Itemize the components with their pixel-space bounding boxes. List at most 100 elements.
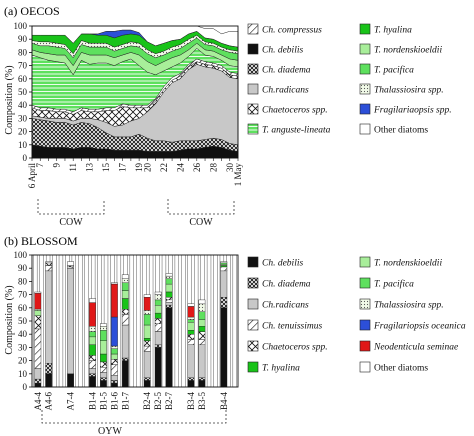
bar-b3-4-thalassiosira-spp (187, 316, 195, 320)
bar-b2-4-ch-diadema (143, 377, 151, 381)
panel-a-ytick: 100 (14, 21, 28, 31)
bar-a4-4-neodenticula-seminae (34, 293, 42, 310)
bar-b2-7-ch-diadema (165, 305, 173, 309)
legend-label-ch-tenuissimus: Ch. tenuissimus (262, 322, 322, 332)
legend-swatch-ch-debilis (247, 43, 259, 55)
bar-b1-4-t-nordenskioeldii (89, 336, 96, 345)
empty-slot (129, 254, 134, 388)
panel-a-xtick: 6 April (27, 163, 37, 189)
bar-b1-7-t-nordenskioeldii (121, 290, 129, 299)
bar-b3-4-ch-diadema (187, 377, 195, 381)
legend-swatch-ch-radicans (247, 298, 259, 310)
bar-a4-4-ch-tenuissimus (34, 328, 42, 369)
panel-b-xtick: B2-7 (164, 392, 174, 411)
bar-b3-5-chaetoceros-spp (198, 331, 206, 340)
empty-slot (52, 254, 57, 388)
bar-b1-4-ch-tenuissimus (89, 360, 96, 369)
bar-b4-4-ch-diadema (220, 297, 228, 309)
panel-a-ytick: 20 (18, 127, 28, 137)
legend-b: Ch. debilis T. nordenskioeldii Ch. diadema… (247, 256, 466, 374)
panel-b-xtick: A4-4 (33, 392, 43, 411)
panel-b-xtick: B1-7 (120, 392, 130, 411)
bar-b3-5-t-pacifica (198, 311, 206, 320)
bar-b1-6-ch-radicans (110, 374, 118, 381)
legend-swatch-t-anguste-lineata (247, 123, 259, 135)
bar-b2-5-ch-radicans (154, 331, 162, 346)
bar-b1-6-t-pacifica (110, 348, 118, 355)
bar-b2-7-chaetoceros-spp (165, 297, 173, 301)
bar-b2-4-t-pacifica (143, 314, 151, 326)
panel-a-xtick: 17 (118, 163, 128, 173)
panel-b-xtick: B1-5 (98, 392, 108, 411)
bar-b1-7-ch-debilis (121, 360, 129, 388)
empty-slot (213, 254, 218, 388)
bar-a4-6-ch-diadema (45, 363, 53, 375)
panel-b-ytick: 90 (18, 263, 28, 273)
legend-label-other-diatoms: Other diatoms (374, 126, 428, 136)
legend-swatch-thalassiosira-spp (359, 83, 371, 95)
bar-b2-4-t-nordenskioeldii (143, 324, 151, 339)
bar-b3-4-ch-radicans (187, 344, 195, 378)
legend-swatch-t-pacifica (359, 63, 371, 75)
panel-b-ytick: 50 (18, 316, 28, 326)
panel-a-xtick: 24 (175, 163, 185, 173)
bar-b1-7-t-pacifica (121, 282, 129, 291)
bar-b1-6-thalassiosira-spp (110, 345, 118, 349)
bar-b1-4-ch-debilis (89, 376, 96, 388)
legend-swatch-t-hyalina (359, 23, 371, 35)
empty-slot (161, 254, 167, 388)
empty-slot (136, 254, 141, 388)
bar-b2-7-t-pacifica (165, 278, 173, 285)
bar-b3-5-thalassiosira-spp (198, 303, 206, 312)
bar-b2-7-ch-debilis (165, 307, 173, 388)
panel-b-xtick: B2-4 (142, 392, 152, 411)
bar-b2-5-chaetoceros-spp (154, 318, 162, 324)
legend-label-t-nordenskioeldii: T. nordenskioeldii (374, 46, 442, 56)
bar-b1-5-t-nordenskioeldii (99, 340, 107, 355)
bar-b2-4-ch-debilis (143, 380, 151, 388)
bar-b1-7-ch-diadema (121, 357, 129, 361)
bar-b1-7-ch-tenuissimus (121, 314, 129, 326)
empty-slot (232, 254, 237, 388)
legend-label-ch-radicans: Ch.radicans (262, 86, 309, 96)
legend-swatch-ch-diadema (247, 63, 259, 75)
panel-b-xtick: A7-4 (66, 392, 76, 411)
panel-a-xtick: 11 (68, 163, 78, 172)
bar-b2-4-chaetoceros-spp (143, 340, 151, 347)
bar-b4-4-other-diatoms (220, 261, 228, 264)
legend-swatch-ch-debilis (247, 256, 259, 268)
bar-b1-7-t-hyalina (121, 298, 129, 310)
panel-b-ytick: 100 (14, 250, 28, 260)
legend-swatch-t-nordenskioeldii (359, 256, 371, 268)
panel-b-ytick: 10 (18, 369, 28, 379)
bar-b1-4-ch-diadema (89, 373, 96, 377)
bar-b2-7-ch-radicans (165, 302, 173, 306)
legend-label-t-nordenskioeldii: T. nordenskioeldii (374, 259, 442, 269)
empty-slot (194, 254, 199, 388)
bar-b2-4-ch-tenuissimus (143, 345, 151, 352)
bar-a4-6-ch-tenuissimus (45, 265, 53, 272)
cow-bracket-2: COW (167, 199, 235, 228)
bar-a4-6-ch-radicans (45, 270, 53, 364)
bar-a4-6-chaetoceros-spp (45, 262, 53, 266)
panel-a-xtick: 30 (225, 163, 235, 173)
legend-swatch-ch-compressus (247, 23, 259, 35)
bar-b1-4-t-pacifica (89, 331, 96, 338)
panel-b-ytick: 80 (18, 276, 28, 286)
bar-b1-5-ch-radicans (99, 372, 107, 379)
bar-b1-5-t-pacifica (99, 330, 107, 342)
bar-a4-4-chaetoceros-spp (34, 315, 42, 330)
legend-label-ch-diadema: Ch. diadema (262, 280, 311, 290)
bar-b2-7-t-hyalina (165, 291, 173, 298)
panel-a-xtick: 9 (52, 163, 62, 168)
panel-b-chart (32, 254, 238, 388)
bar-a7-4-other-diatoms (67, 261, 75, 266)
legend-label-t-anguste-lineata: T. anguste-lineata (262, 126, 331, 136)
bar-b3-5-t-hyalina (198, 326, 206, 332)
panel-a-xtick: 13 (85, 163, 95, 173)
bar-b1-5-thalassiosira-spp (99, 326, 107, 331)
panel-b-xtick: B3-5 (197, 392, 207, 411)
panel-b-xtick: B1-4 (88, 392, 98, 411)
panel-a-ytick: 60 (18, 74, 28, 84)
